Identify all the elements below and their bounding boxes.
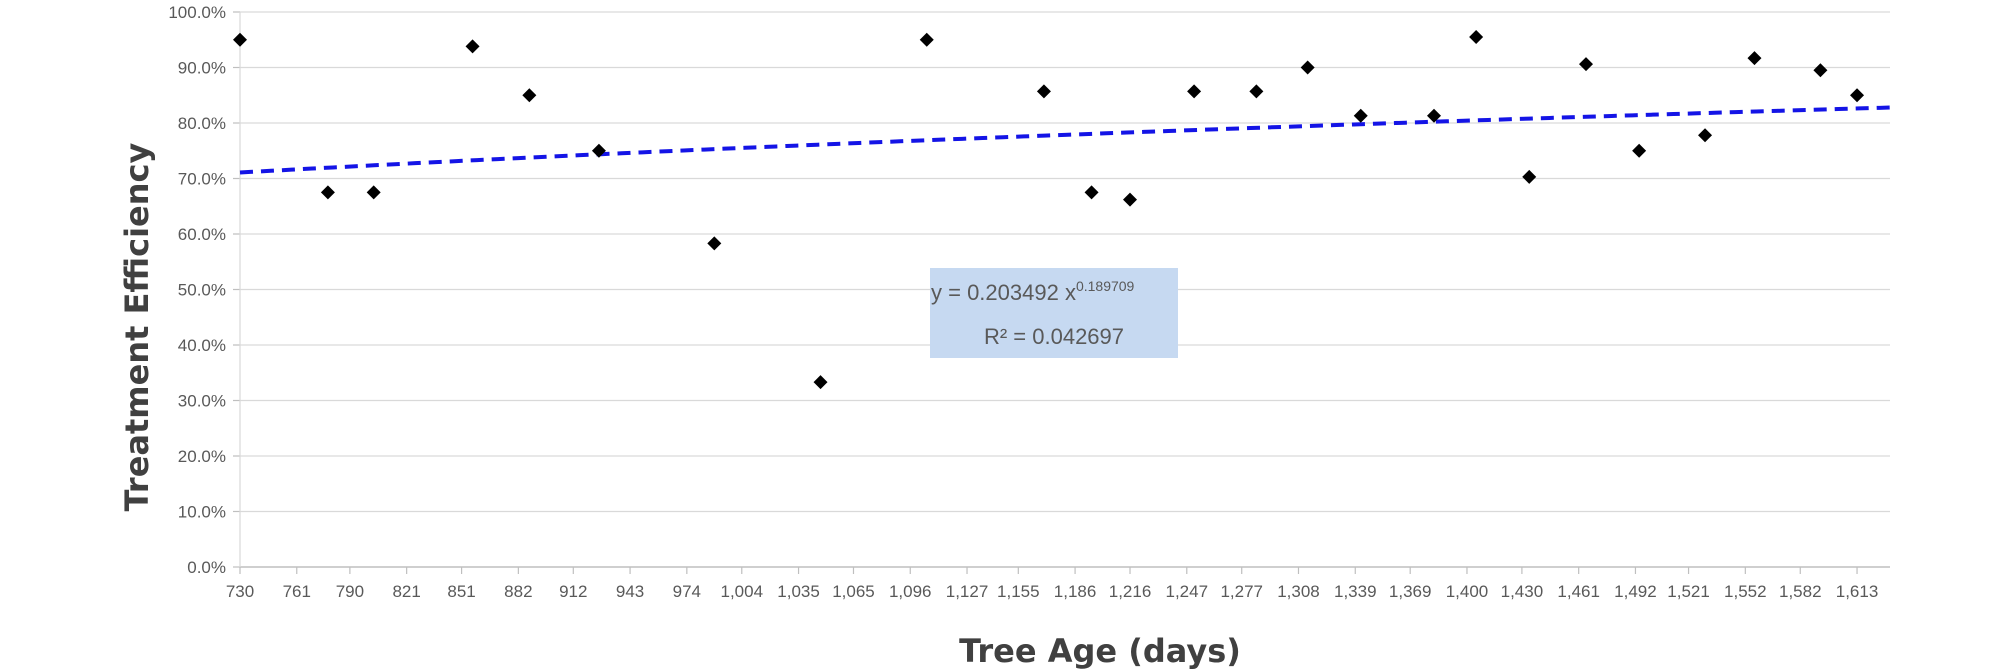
y-tick-label: 80.0% xyxy=(178,114,226,133)
data-point xyxy=(1353,108,1368,123)
x-tick-label: 1,216 xyxy=(1109,582,1152,601)
x-tick-label: 912 xyxy=(559,582,587,601)
x-axis-ticks: 730 761 790 821 851 882 912 943 974 1,004 1,035 1,0… xyxy=(226,567,1878,601)
x-tick-label: 1,065 xyxy=(832,582,875,601)
x-tick-label: 1,127 xyxy=(946,582,989,601)
x-tick-label: 1,186 xyxy=(1054,582,1097,601)
x-tick-label: 821 xyxy=(392,582,420,601)
data-point xyxy=(366,185,381,200)
y-tick-label: 100.0% xyxy=(168,3,226,22)
x-tick-label: 1,521 xyxy=(1667,582,1710,601)
data-point xyxy=(1123,192,1138,207)
x-tick-label: 1,430 xyxy=(1501,582,1544,601)
gridlines xyxy=(240,11,1890,513)
x-tick-label: 1,339 xyxy=(1334,582,1377,601)
data-point xyxy=(1698,128,1713,143)
y-axis-ticks: 0.0% 10.0% 20.0% 30.0% 40.0% 50.0% 60.0% 70.0% 8… xyxy=(168,3,240,577)
data-point xyxy=(233,32,247,47)
data-point xyxy=(1427,108,1442,123)
data-point xyxy=(1579,57,1594,72)
x-tick-label: 882 xyxy=(504,582,532,601)
x-tick-label: 1,308 xyxy=(1277,582,1320,601)
equation-text: y = 0.203492 x0.189709 xyxy=(931,278,1135,305)
data-point xyxy=(591,143,606,158)
trendline-equation-box: y = 0.203492 x0.189709 R² = 0.042697 xyxy=(930,268,1178,358)
x-tick-label: 943 xyxy=(616,582,644,601)
data-point xyxy=(1850,88,1865,103)
x-tick-label: 761 xyxy=(283,582,311,601)
y-tick-label: 90.0% xyxy=(178,59,226,78)
x-tick-label: 1,004 xyxy=(721,582,764,601)
x-tick-label: 730 xyxy=(226,582,254,601)
x-axis-title: Tree Age (days) xyxy=(959,632,1241,670)
y-tick-label: 30.0% xyxy=(178,392,226,411)
data-point xyxy=(1747,51,1762,66)
x-tick-label: 790 xyxy=(336,582,364,601)
r-squared-text: R² = 0.042697 xyxy=(984,324,1124,349)
data-point xyxy=(1522,169,1537,184)
data-point xyxy=(465,39,480,54)
data-point xyxy=(813,375,828,390)
data-point xyxy=(522,88,537,103)
y-tick-label: 70.0% xyxy=(178,170,226,189)
x-tick-label: 1,096 xyxy=(889,582,932,601)
x-tick-label: 1,613 xyxy=(1836,582,1879,601)
data-point xyxy=(1036,84,1051,99)
x-axis xyxy=(239,12,1890,568)
x-tick-label: 1,492 xyxy=(1614,582,1657,601)
data-point xyxy=(1813,63,1828,78)
data-points xyxy=(233,29,1865,390)
data-point xyxy=(1187,84,1202,99)
y-tick-label: 40.0% xyxy=(178,336,226,355)
equation-prefix: y = 0.203492 x xyxy=(931,280,1076,305)
y-tick-label: 50.0% xyxy=(178,281,226,300)
data-point xyxy=(320,185,335,200)
data-point xyxy=(1632,143,1647,158)
y-tick-label: 20.0% xyxy=(178,447,226,466)
x-tick-label: 1,277 xyxy=(1220,582,1263,601)
data-point xyxy=(1084,185,1099,200)
x-tick-label: 1,400 xyxy=(1446,582,1489,601)
data-point xyxy=(1469,29,1484,44)
equation-exponent: 0.189709 xyxy=(1076,278,1135,294)
x-tick-label: 1,369 xyxy=(1389,582,1432,601)
x-tick-label: 1,155 xyxy=(997,582,1040,601)
x-tick-label: 1,552 xyxy=(1724,582,1767,601)
x-tick-label: 1,035 xyxy=(777,582,820,601)
x-tick-label: 1,461 xyxy=(1557,582,1600,601)
x-tick-label: 851 xyxy=(447,582,475,601)
trendline xyxy=(239,105,1891,175)
equation-box-background xyxy=(930,268,1178,358)
y-tick-label: 10.0% xyxy=(178,503,226,522)
y-axis-title: Treatment Efficiency xyxy=(118,142,156,511)
data-point xyxy=(1249,84,1264,99)
x-tick-label: 1,582 xyxy=(1779,582,1822,601)
y-tick-label: 60.0% xyxy=(178,225,226,244)
x-tick-label: 1,247 xyxy=(1166,582,1209,601)
data-point xyxy=(707,236,722,251)
data-point xyxy=(919,32,934,47)
y-tick-label: 0.0% xyxy=(187,558,226,577)
x-tick-label: 974 xyxy=(673,582,701,601)
data-point xyxy=(1300,60,1315,75)
